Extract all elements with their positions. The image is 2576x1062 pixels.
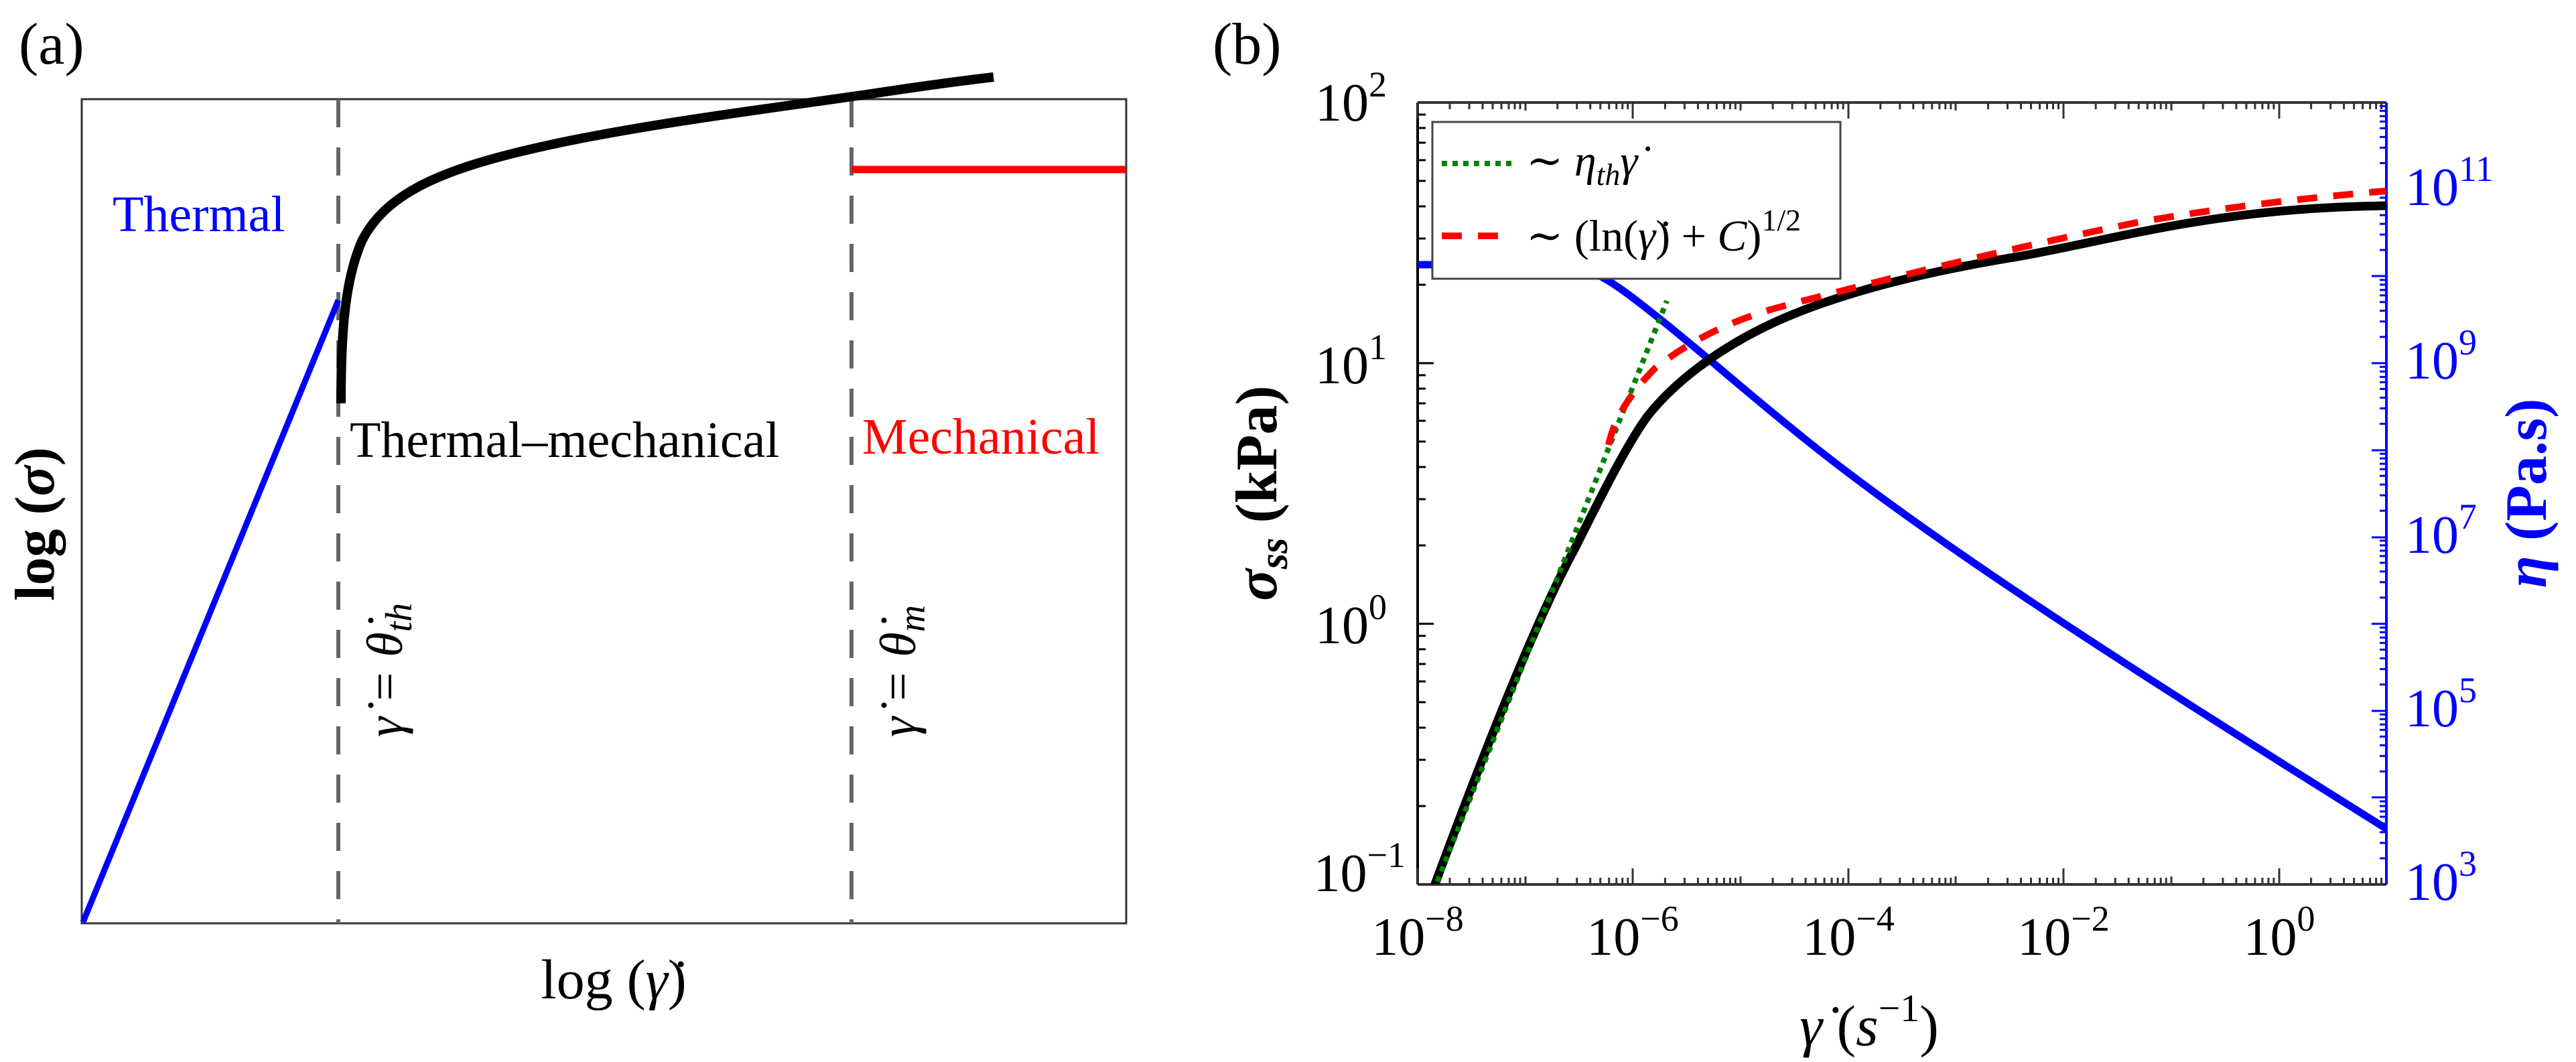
log-fit-curve: [1605, 188, 2386, 446]
x-tick-label: 10−4: [1802, 899, 1894, 967]
y-tick-label: 100: [1315, 587, 1387, 655]
y-left-tick-labels: 102 101 100 10−1: [1314, 64, 1406, 903]
y-left-ticks: [1416, 113, 1434, 807]
x-tick-label: 100: [2244, 899, 2315, 967]
y-right-tick-label: 1011: [2405, 149, 2494, 217]
y-right-tick-label: 103: [2405, 844, 2477, 912]
panel-b-ylabel-left: σss (kPa): [1225, 385, 1296, 600]
legend-label-linear: ∼ ηthγ̇: [1526, 137, 1650, 192]
label-mechanical: Mechanical: [862, 409, 1099, 465]
panel-b-xlabel: γ̇ (s−1): [1800, 986, 1939, 1058]
label-theta-m: γ̇ = θ̇m: [870, 605, 933, 737]
x-tick-labels: 10−8 10−6 10−4 10−2 100: [1371, 899, 2315, 967]
x-tick-label: 10−6: [1586, 899, 1678, 967]
panel-a-xlabel: log (γ̇): [541, 949, 686, 1011]
x-ticks: [1416, 101, 2383, 886]
y-tick-label: 102: [1315, 64, 1387, 133]
x-tick-label: 10−2: [2017, 899, 2109, 967]
x-tick-label: 10−8: [1371, 899, 1463, 967]
panel-a-label: (a): [19, 12, 84, 77]
label-theta-th: γ̇ = θ̇th: [357, 603, 420, 737]
panel-b-label: (b): [1213, 12, 1282, 77]
panel-a: (a) Thermal Thermal–mechanical Mechanica…: [4, 12, 1128, 1011]
legend-label-log: ∼ (ln(γ̇) + C)1/2: [1526, 203, 1801, 261]
viscosity-curve: [1418, 261, 2386, 832]
label-thermal-mechanical: Thermal–mechanical: [350, 412, 779, 468]
thermal-mechanical-curve: [336, 72, 994, 404]
y-right-tick-label: 109: [2405, 322, 2477, 391]
legend-box: [1431, 121, 1842, 280]
panel-b-ylabel-right: η (Pa.s): [2494, 399, 2559, 588]
y-right-tick-label: 105: [2405, 670, 2477, 738]
panel-a-ylabel: log (σ): [4, 447, 66, 601]
panel-a-frame: [80, 98, 1128, 925]
legend: ∼ ηthγ̇ ∼ (ln(γ̇) + C)1/2: [1431, 121, 1842, 280]
y-tick-label: 101: [1315, 327, 1387, 395]
y-right-ticks: [2372, 105, 2388, 860]
y-right-tick-label: 107: [2405, 496, 2477, 565]
label-thermal: Thermal: [113, 186, 285, 243]
panel-b: (b): [1213, 12, 2559, 1058]
thermal-line: [80, 299, 342, 923]
y-tick-label: 10−1: [1314, 835, 1406, 903]
y-right-tick-labels: 1011 109 107 105 103: [2405, 149, 2494, 912]
